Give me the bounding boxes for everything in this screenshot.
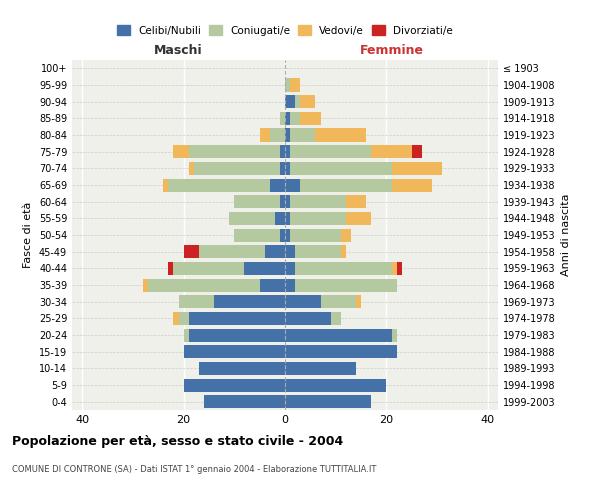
Legend: Celibi/Nubili, Coniugati/e, Vedovi/e, Divorziati/e: Celibi/Nubili, Coniugati/e, Vedovi/e, Di… [115, 23, 455, 38]
Bar [260, 128, 270, 141]
Bar [285, 362, 356, 375]
Bar [392, 262, 397, 275]
Bar [184, 345, 285, 358]
Bar [316, 128, 366, 141]
Bar [346, 195, 366, 208]
Bar [163, 178, 169, 192]
Bar [244, 262, 285, 275]
Bar [392, 162, 442, 175]
Text: Popolazione per età, sesso e stato civile - 2004: Popolazione per età, sesso e stato civil… [12, 435, 343, 448]
Bar [280, 112, 285, 125]
Bar [285, 395, 371, 408]
Y-axis label: Fasce di età: Fasce di età [23, 202, 33, 268]
Bar [280, 195, 285, 208]
Bar [290, 145, 371, 158]
Bar [229, 212, 275, 225]
Bar [285, 78, 290, 92]
Bar [173, 145, 188, 158]
Bar [285, 212, 290, 225]
Bar [290, 162, 392, 175]
Bar [285, 195, 290, 208]
Bar [199, 245, 265, 258]
Bar [295, 262, 392, 275]
Bar [295, 278, 397, 291]
Bar [173, 312, 179, 325]
Text: Maschi: Maschi [154, 44, 203, 57]
Y-axis label: Anni di nascita: Anni di nascita [561, 194, 571, 276]
Bar [331, 312, 341, 325]
Bar [234, 195, 280, 208]
Bar [173, 262, 244, 275]
Bar [285, 228, 290, 241]
Bar [397, 262, 401, 275]
Bar [285, 112, 290, 125]
Bar [285, 245, 295, 258]
Bar [285, 378, 386, 392]
Bar [285, 162, 290, 175]
Bar [346, 212, 371, 225]
Bar [184, 328, 188, 342]
Bar [300, 112, 320, 125]
Bar [285, 295, 320, 308]
Bar [300, 178, 392, 192]
Bar [169, 262, 173, 275]
Bar [341, 245, 346, 258]
Bar [188, 312, 285, 325]
Bar [270, 128, 285, 141]
Bar [285, 312, 331, 325]
Bar [143, 278, 148, 291]
Bar [275, 212, 285, 225]
Bar [295, 95, 300, 108]
Bar [290, 112, 300, 125]
Bar [270, 178, 285, 192]
Bar [188, 328, 285, 342]
Bar [290, 195, 346, 208]
Bar [290, 128, 316, 141]
Bar [169, 178, 270, 192]
Bar [280, 228, 285, 241]
Text: COMUNE DI CONTRONE (SA) - Dati ISTAT 1° gennaio 2004 - Elaborazione TUTTITALIA.I: COMUNE DI CONTRONE (SA) - Dati ISTAT 1° … [12, 465, 376, 474]
Bar [341, 228, 351, 241]
Bar [300, 95, 316, 108]
Bar [188, 162, 194, 175]
Bar [204, 395, 285, 408]
Bar [280, 145, 285, 158]
Bar [148, 278, 260, 291]
Bar [285, 95, 295, 108]
Bar [290, 78, 300, 92]
Bar [214, 295, 285, 308]
Bar [285, 328, 392, 342]
Bar [260, 278, 285, 291]
Bar [285, 178, 300, 192]
Bar [412, 145, 422, 158]
Bar [234, 228, 280, 241]
Bar [280, 162, 285, 175]
Bar [184, 245, 199, 258]
Bar [285, 145, 290, 158]
Bar [392, 328, 397, 342]
Bar [179, 295, 214, 308]
Bar [392, 178, 432, 192]
Bar [188, 145, 280, 158]
Bar [285, 278, 295, 291]
Bar [295, 245, 341, 258]
Bar [199, 362, 285, 375]
Bar [184, 378, 285, 392]
Text: Femmine: Femmine [359, 44, 424, 57]
Bar [179, 312, 188, 325]
Bar [285, 128, 290, 141]
Bar [285, 262, 295, 275]
Bar [194, 162, 280, 175]
Bar [265, 245, 285, 258]
Bar [290, 212, 346, 225]
Bar [371, 145, 412, 158]
Bar [320, 295, 356, 308]
Bar [356, 295, 361, 308]
Bar [290, 228, 341, 241]
Bar [285, 345, 397, 358]
